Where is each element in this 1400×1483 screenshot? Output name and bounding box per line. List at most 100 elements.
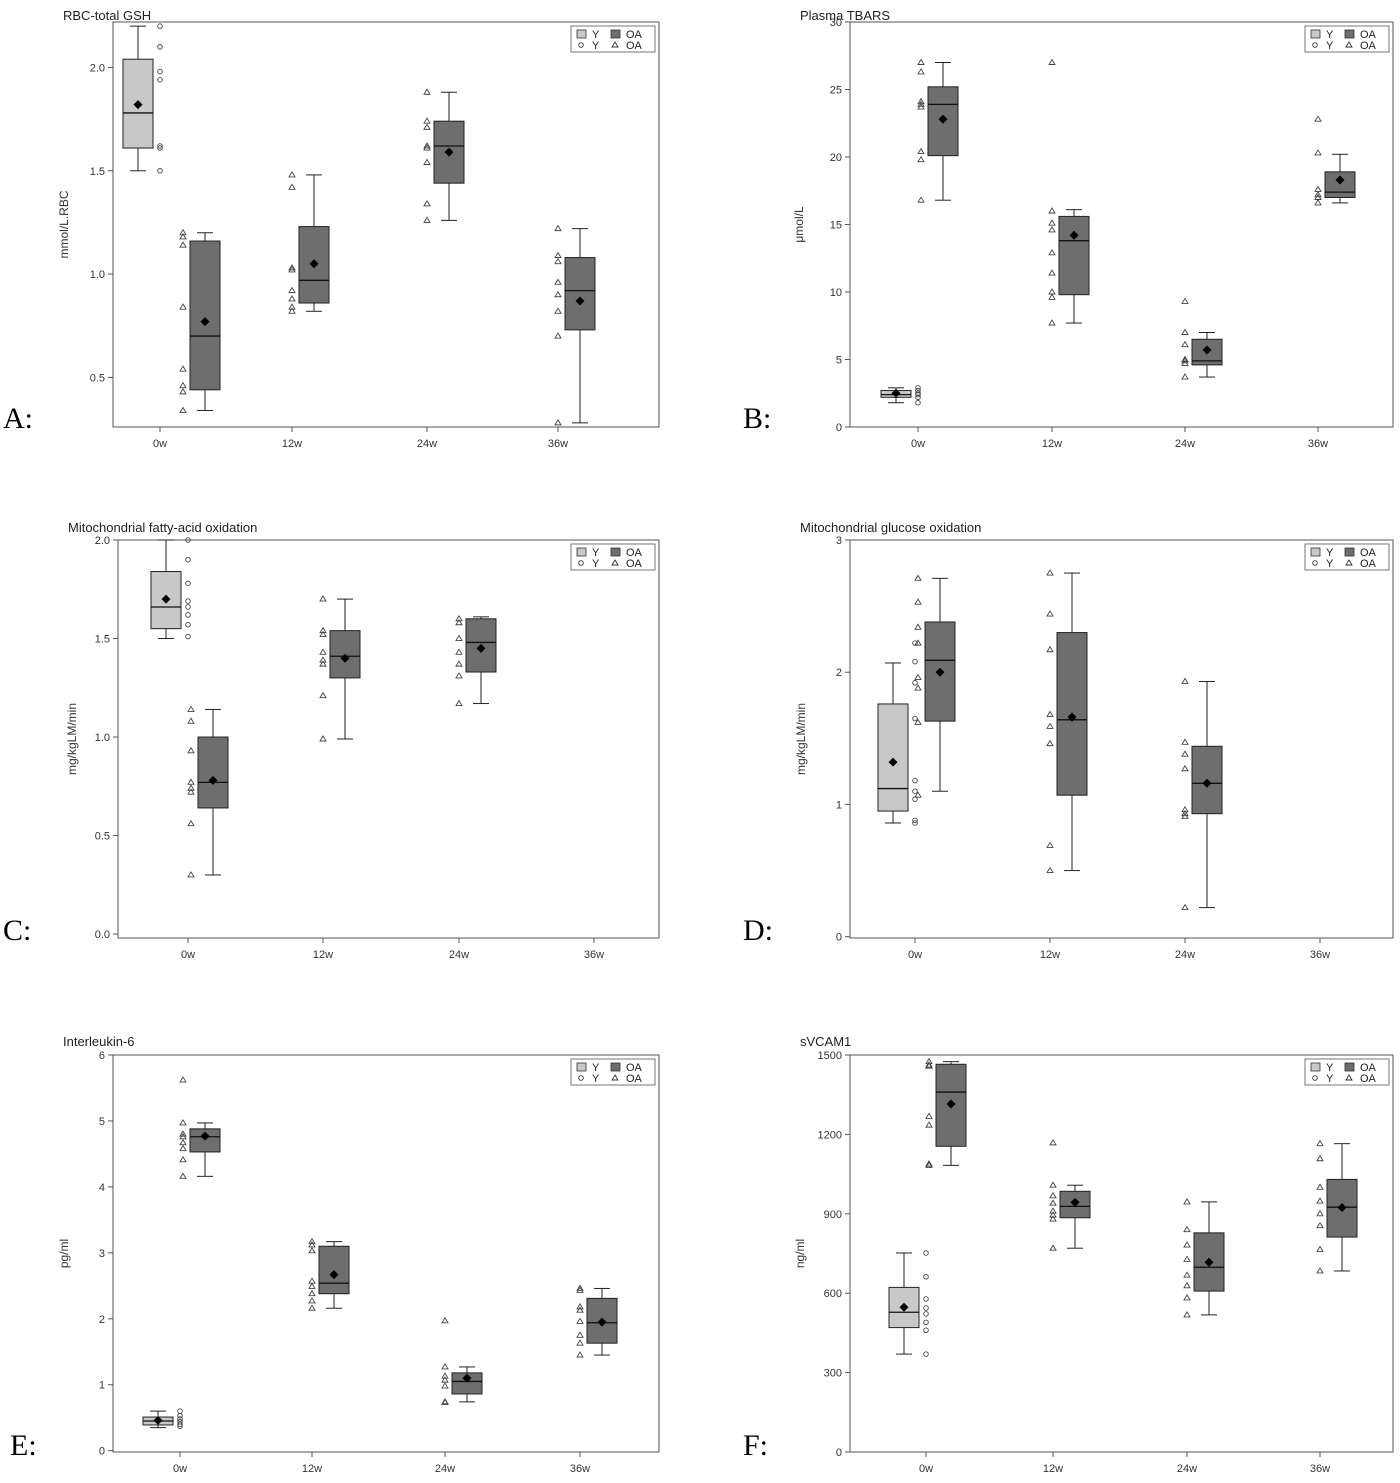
data-point-y (177, 1423, 183, 1430)
mean-marker (1069, 230, 1079, 240)
box-oa-24w (1183, 1198, 1225, 1318)
data-point-y (912, 817, 918, 824)
data-point-oa (441, 1372, 449, 1379)
data-point-oa (187, 746, 195, 754)
x-tick-label: 24w (449, 949, 469, 961)
data-point-y (157, 23, 163, 29)
data-point-oa (187, 717, 195, 724)
box-oa-24w (455, 614, 497, 706)
panel-label: A: (3, 402, 33, 435)
data-point-oa (187, 871, 195, 878)
data-point-oa (1048, 207, 1056, 214)
data-point-y (923, 1305, 929, 1311)
data-point-oa (1046, 739, 1054, 747)
data-point-oa (1046, 710, 1054, 717)
chart-title: Plasma TBARS (800, 8, 890, 23)
x-tick-label: 0w (919, 1463, 933, 1475)
data-point-y (915, 391, 921, 398)
data-point-oa (288, 295, 296, 302)
y-tick-label: 0 (836, 422, 842, 434)
mean-marker (575, 296, 585, 306)
legend-triangle-icon (611, 1074, 619, 1081)
legend-triangle-icon (1345, 41, 1353, 48)
data-point-oa (925, 1062, 933, 1069)
data-point-oa (179, 406, 187, 413)
data-point-oa (576, 1317, 584, 1324)
y-tick-label: 4 (99, 1182, 105, 1194)
y-axis-label: mmol/L.RBC (57, 190, 71, 258)
data-point-y (185, 580, 191, 587)
mean-marker (938, 114, 948, 124)
data-point-y (923, 1250, 929, 1256)
legend-triangle-icon (611, 41, 619, 48)
chart-title: Mitochondrial glucose oxidation (800, 520, 981, 535)
data-point-y (912, 788, 918, 794)
data-point-oa (1046, 610, 1054, 617)
x-tick-label: 0w (911, 438, 925, 450)
legend-point-label-y: Y (592, 558, 600, 570)
data-point-oa (179, 303, 187, 310)
x-tick-label: 0w (181, 949, 195, 961)
data-point-oa (187, 819, 195, 827)
y-tick-label: 3 (836, 535, 842, 547)
legend-point-label-oa: OA (626, 40, 643, 52)
panel-label: F: (743, 1429, 768, 1462)
data-point-oa (455, 648, 463, 655)
legend-point-label-oa: OA (1360, 1073, 1377, 1085)
data-point-oa (925, 1161, 933, 1168)
legend-swatch-y (1310, 29, 1321, 39)
data-point-y (185, 598, 191, 604)
legend-point-label-oa: OA (1360, 558, 1377, 570)
box-oa-24w (1181, 297, 1223, 380)
data-point-oa (1316, 1154, 1324, 1162)
x-tick-label: 0w (173, 1463, 187, 1475)
box-body (564, 257, 596, 331)
data-point-oa (917, 103, 925, 110)
data-point-y (923, 1327, 929, 1334)
panel-label: E: (10, 1429, 37, 1462)
data-point-oa (423, 123, 431, 130)
plot-frame (112, 21, 660, 428)
y-axis-label: pg/ml (57, 1239, 71, 1268)
x-tick-label: 36w (570, 1463, 590, 1475)
data-point-oa (1314, 190, 1322, 198)
mean-marker (1204, 1257, 1214, 1267)
box-oa-0w (179, 1076, 221, 1179)
data-point-oa (308, 1289, 316, 1297)
data-point-oa (179, 1130, 187, 1137)
data-point-oa (319, 691, 327, 699)
data-point-oa (914, 598, 922, 605)
panel-label: D: (743, 914, 773, 947)
mean-marker (200, 317, 210, 327)
data-point-oa (423, 142, 431, 149)
data-point-oa (423, 144, 431, 151)
y-tick-label: 1.0 (95, 732, 110, 744)
data-point-oa (1048, 219, 1056, 226)
data-point-oa (1181, 809, 1189, 817)
data-point-oa (1183, 1198, 1191, 1205)
data-point-y (185, 556, 191, 563)
x-tick-label: 24w (1175, 949, 1195, 961)
data-point-oa (1314, 115, 1322, 122)
data-point-oa (179, 1155, 187, 1163)
mean-marker (891, 388, 901, 398)
mean-marker (208, 775, 218, 785)
data-point-oa (1181, 328, 1189, 335)
box-oa-24w (441, 1316, 483, 1405)
x-tick-label: 12w (1040, 949, 1060, 961)
y-tick-label: 1 (836, 799, 842, 811)
y-tick-label: 1 (99, 1380, 105, 1392)
y-tick-label: 0 (99, 1446, 105, 1458)
data-point-oa (554, 290, 562, 298)
data-point-oa (308, 1277, 316, 1284)
data-point-oa (1046, 722, 1054, 729)
data-point-oa (917, 68, 925, 75)
box-oa-36w (576, 1284, 618, 1358)
plot-frame (849, 21, 1394, 428)
box-oa-0w (925, 1057, 967, 1168)
y-tick-label: 3 (99, 1248, 105, 1260)
data-point-oa (179, 1144, 187, 1152)
y-tick-label: 2.0 (95, 535, 110, 547)
plot-frame (117, 539, 660, 939)
data-point-oa (917, 196, 925, 203)
